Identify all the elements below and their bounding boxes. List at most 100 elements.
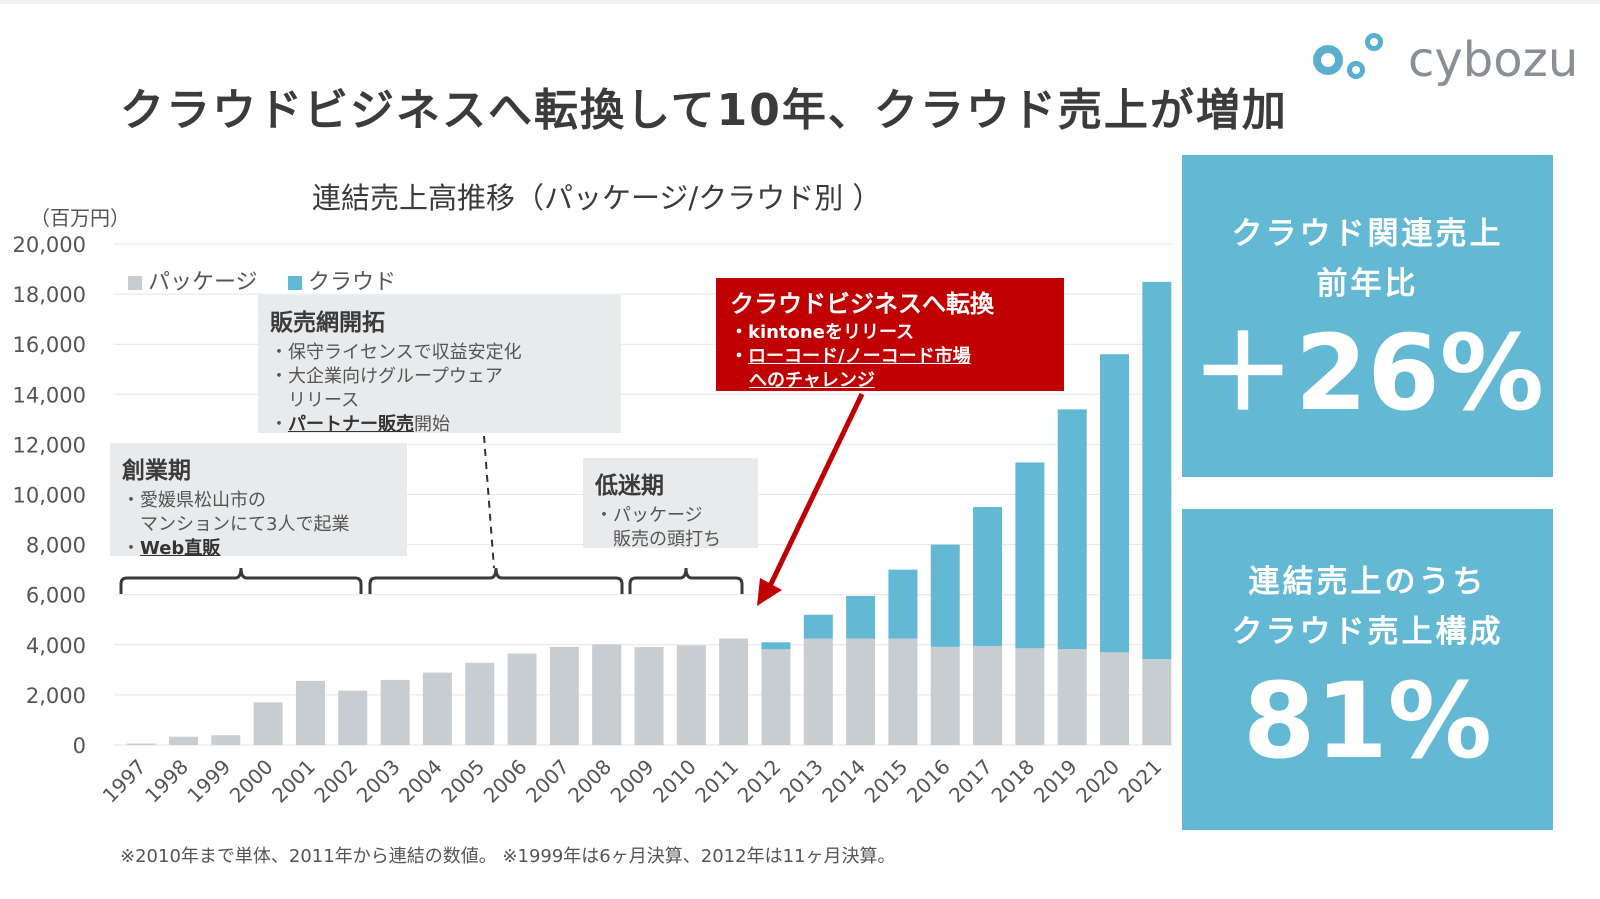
kpi-1-value: ＋26% <box>1191 312 1544 434</box>
bar-package <box>549 646 579 745</box>
y-tick-label: 8,000 <box>26 534 86 558</box>
bar-package <box>211 735 241 745</box>
bar-package <box>380 679 410 745</box>
bar-package <box>634 647 664 745</box>
stacked-bar-chart: 0 2,000 4,000 6,000 8,000 10,000 12,000 14,000 1… <box>13 233 1172 808</box>
bracket-founding <box>119 567 363 594</box>
callout-founding: 創業期 ・愛媛県松山市の マンションにて3人で起業 ・Web直販 <box>110 443 407 559</box>
callout-slump-line-2: 販売の頭打ち <box>595 529 721 550</box>
callout-cloud-highlight: ローコード/ノーコード市場 <box>748 346 971 367</box>
bar-package <box>295 680 325 745</box>
bar-package <box>126 743 156 745</box>
bar-cloud <box>803 614 833 639</box>
x-tick-label: 2008 <box>563 755 616 808</box>
transition-arrowhead <box>757 578 782 606</box>
x-tick-label: 2001 <box>267 755 320 808</box>
bar-package <box>846 638 876 745</box>
x-tick-label: 2013 <box>775 755 828 808</box>
y-tick-label: 10,000 <box>13 484 86 508</box>
callout-founding-line-3: ・Web直販 <box>122 537 395 561</box>
dashed-pointer <box>483 435 495 569</box>
bracket-slump <box>628 567 744 594</box>
x-tick-label: 2018 <box>986 755 1039 808</box>
bar-cloud <box>1142 281 1172 660</box>
bar-package <box>930 646 960 745</box>
callout-founding-line-2: マンションにて3人で起業 <box>122 514 350 535</box>
kpi-1-label-1: クラウド関連売上 <box>1231 216 1504 252</box>
x-tick-label: 2003 <box>352 755 405 808</box>
callout-founding-title: 創業期 <box>122 458 191 484</box>
x-tick-label: 2005 <box>436 755 489 808</box>
chart-title: 連結売上高推移（パッケージ/クラウド別 ） <box>312 181 882 215</box>
bar-package <box>1100 652 1130 745</box>
bar-package <box>761 649 791 745</box>
legend-cloud: クラウド <box>288 264 396 296</box>
callout-slump: 低迷期 ・パッケージ 販売の頭打ち <box>583 458 758 550</box>
callout-slump-line-1: ・パッケージ <box>595 505 703 526</box>
x-tick-label: 2014 <box>817 755 870 808</box>
y-axis-unit: （百万円） <box>30 206 130 230</box>
callout-cloud-bullet: ・ <box>730 346 748 367</box>
bar-package <box>1057 649 1087 745</box>
x-tick-label: 2009 <box>606 755 659 808</box>
x-tick-label: 2011 <box>690 755 743 808</box>
bar-package <box>253 702 283 745</box>
y-tick-label: 16,000 <box>13 333 86 357</box>
x-tick-label: 2004 <box>394 755 447 808</box>
callout-cloud-transition: クラウドビジネスへ転換 ・kintoneをリリース ・ローコード/ノーコード市場… <box>716 278 1064 391</box>
x-tick-label: 2020 <box>1071 755 1124 808</box>
cybozu-logo-icon <box>1313 33 1383 79</box>
callout-sales-line-3: リリース <box>270 390 360 411</box>
bar-package <box>1142 659 1172 745</box>
callout-cloud-title: クラウドビジネスへ転換 <box>730 290 994 318</box>
top-border <box>0 0 1600 4</box>
x-tick-label: 2006 <box>479 755 532 808</box>
y-tick-label: 2,000 <box>26 684 86 708</box>
y-tick-label: 6,000 <box>26 584 86 608</box>
bar-package <box>592 644 622 745</box>
x-tick-label: 2015 <box>859 755 912 808</box>
kpi-cloud-growth: クラウド関連売上 前年比 ＋26% <box>1182 155 1553 477</box>
callout-cloud-line-1: ・kintoneをリリース <box>730 322 915 343</box>
bar-package <box>888 638 918 745</box>
x-tick-label: 1997 <box>98 755 151 808</box>
kpi-2-label-2: クラウド売上構成 <box>1231 614 1504 650</box>
bar-package <box>507 653 537 745</box>
x-tick-label: 2017 <box>944 755 997 808</box>
x-tick-label: 2012 <box>733 755 786 808</box>
logo-text: cybozu <box>1408 32 1579 88</box>
bar-package <box>338 690 368 745</box>
bar-package <box>168 736 198 745</box>
bar-package <box>719 638 749 745</box>
callout-sales-suffix: 開始 <box>414 414 450 435</box>
bar-cloud <box>1100 354 1130 653</box>
callout-sales-highlight: パートナー販売 <box>288 414 414 435</box>
legend-swatch-package <box>128 276 142 290</box>
bar-package <box>973 646 1003 745</box>
bar-cloud <box>1057 409 1087 650</box>
bar-package <box>422 672 452 745</box>
callout-founding-line-1: ・愛媛県松山市の <box>122 490 266 511</box>
y-tick-label: 18,000 <box>13 283 86 307</box>
callout-sales-line-2: ・大企業向けグループウェア <box>270 366 503 387</box>
transition-arrow <box>767 392 865 588</box>
legend-swatch-cloud <box>288 276 302 290</box>
x-tick-label: 2002 <box>309 755 362 808</box>
page-title: クラウドビジネスへ転換して10年、クラウド売上が増加 <box>120 85 1288 136</box>
callout-founding-bullet: ・ <box>122 538 140 559</box>
bar-cloud <box>888 569 918 639</box>
bar-cloud <box>973 507 1003 647</box>
x-tick-label: 2010 <box>648 755 701 808</box>
x-tick-label: 1998 <box>140 755 193 808</box>
bar-cloud <box>1015 462 1045 649</box>
callout-sales-bullet: ・ <box>270 414 288 435</box>
bracket-sales <box>368 567 624 594</box>
y-tick-label: 14,000 <box>13 383 86 407</box>
bar-cloud <box>761 642 791 650</box>
bar-package <box>1015 648 1045 745</box>
y-tick-label: 4,000 <box>26 634 86 658</box>
bar-cloud <box>930 544 960 647</box>
callout-cloud-line-3: へのチャレンジ <box>730 369 1050 393</box>
x-tick-label: 2016 <box>902 755 955 808</box>
bar-package <box>803 638 833 745</box>
